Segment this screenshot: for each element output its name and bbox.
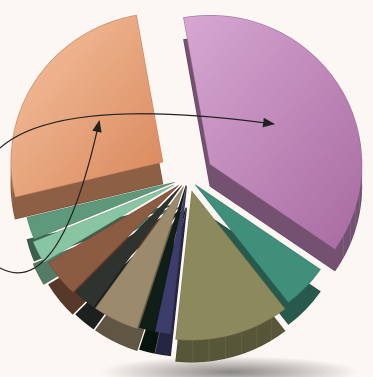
annotation-arrow-peach bbox=[0, 119, 102, 274]
annotation-arrow-violet bbox=[0, 113, 276, 149]
pie-slice-charcoal bbox=[75, 185, 182, 308]
floor-shadow bbox=[100, 356, 360, 377]
pie-slice-black bbox=[139, 185, 187, 332]
pie-slice-brown bbox=[48, 185, 179, 293]
pie-slice-sage bbox=[26, 181, 175, 240]
pie-slice-peach bbox=[10, 14, 164, 198]
pie-slice-navy bbox=[154, 185, 188, 335]
pie-slice-tan bbox=[95, 186, 184, 329]
pie-slice-olive bbox=[175, 190, 286, 341]
pie-slice-violet bbox=[183, 15, 363, 250]
pie-slice-mint bbox=[32, 184, 174, 263]
pie-slice-teal bbox=[195, 184, 321, 303]
